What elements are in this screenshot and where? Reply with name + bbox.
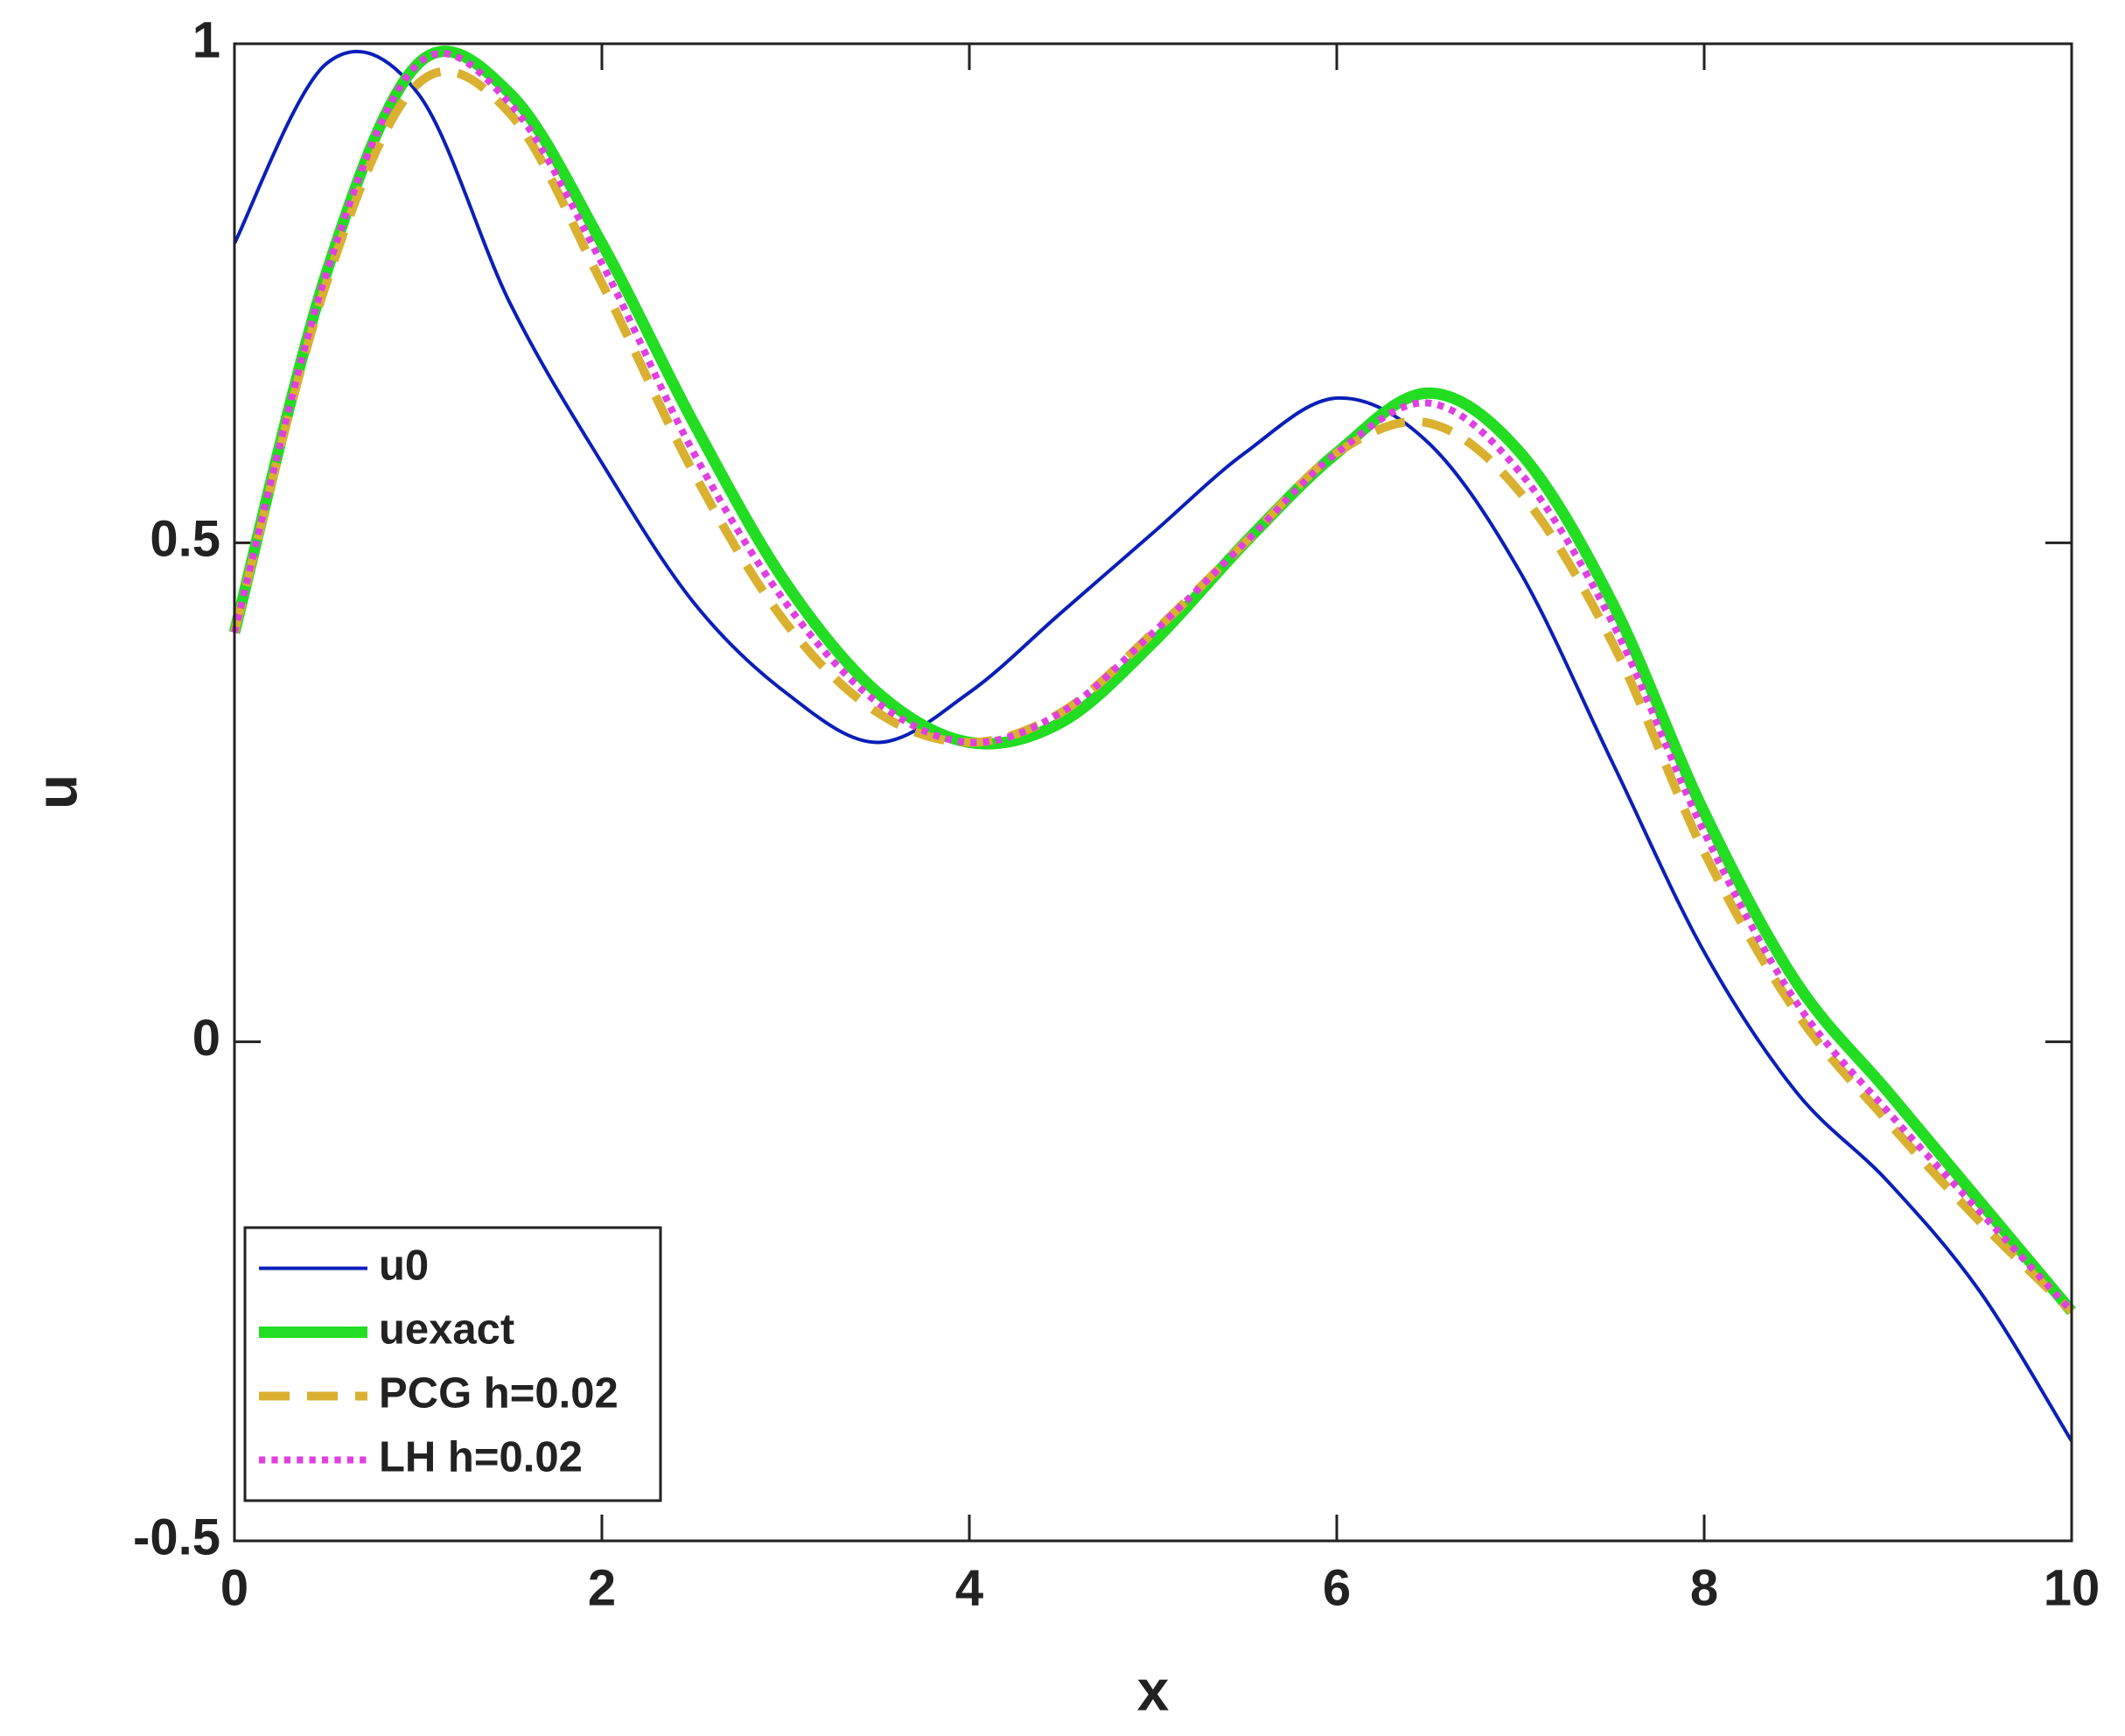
y-tick-label: 0.5 (150, 511, 220, 568)
series-line (228, 46, 2076, 1315)
legend-label: PCG h=0.02 (379, 1369, 619, 1417)
plot-frame (233, 42, 2073, 1543)
legend-label: LH h=0.02 (379, 1433, 583, 1480)
series-line (230, 66, 2075, 1315)
x-axis-label: x (1137, 1657, 1170, 1722)
series-line (231, 50, 2074, 1314)
y-axis-label: u (24, 774, 88, 809)
series-line (233, 49, 2073, 1442)
x-tick-label: 6 (1323, 1559, 1351, 1616)
x-tick-label: 4 (955, 1559, 983, 1616)
x-tick-label: 8 (1690, 1559, 1718, 1616)
y-tick-label: 0 (192, 1010, 220, 1067)
x-tick-label: 0 (220, 1559, 248, 1616)
y-tick-label: 1 (192, 11, 220, 68)
legend-box (243, 1226, 662, 1502)
x-tick-label: 2 (588, 1559, 616, 1616)
x-tick-label: 10 (2044, 1559, 2101, 1616)
legend: u0 uexact PCG h=0.02 LH h=0.02 (243, 1226, 662, 1502)
legend-label: uexact (379, 1306, 514, 1353)
legend-label: u0 (379, 1242, 429, 1289)
y-tick-label: -0.5 (133, 1508, 220, 1565)
